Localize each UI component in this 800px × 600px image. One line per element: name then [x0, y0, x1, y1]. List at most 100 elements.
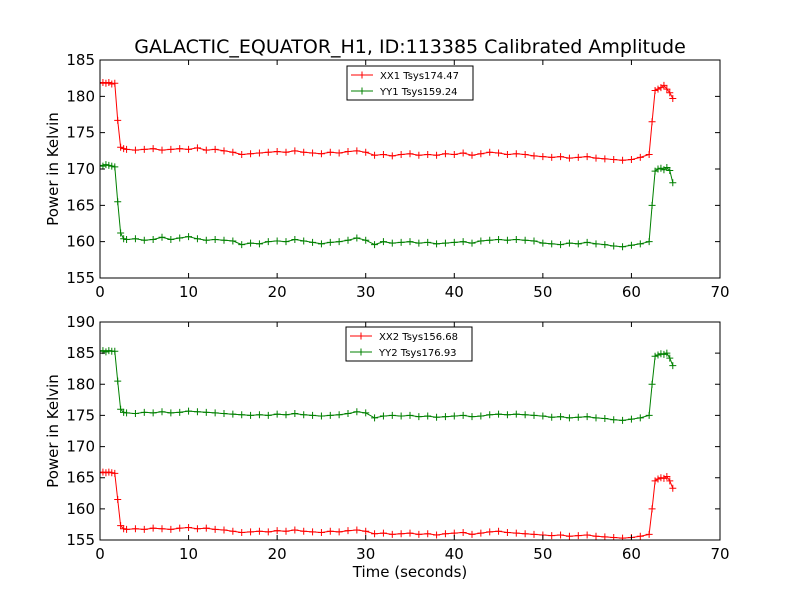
- data-point: [574, 532, 582, 540]
- data-point: [583, 413, 591, 421]
- data-point: [291, 410, 299, 418]
- data-point: [663, 164, 671, 172]
- data-point: [220, 410, 228, 418]
- data-point: [117, 143, 125, 151]
- y-tick-label: 185: [66, 51, 95, 69]
- data-point: [120, 145, 128, 153]
- legend: XX2 Tsys156.68 YY2 Tsys176.93: [345, 326, 473, 362]
- data-point: [344, 527, 352, 535]
- data-point: [229, 527, 237, 535]
- data-point: [108, 80, 116, 88]
- data-point: [636, 532, 644, 540]
- x-tick-label: 40: [445, 283, 464, 301]
- data-point: [530, 152, 538, 160]
- data-point: [102, 469, 110, 477]
- data-point: [100, 161, 104, 169]
- data-point: [530, 237, 538, 245]
- data-point: [654, 475, 662, 483]
- data-point: [406, 150, 414, 158]
- axes-frame: [99, 321, 721, 541]
- data-point: [433, 413, 441, 421]
- y-tick-label: 155: [66, 531, 95, 549]
- series-1: [100, 79, 677, 164]
- data-point: [309, 411, 317, 419]
- data-point: [450, 412, 458, 420]
- data-point: [344, 236, 352, 244]
- data-point: [185, 233, 193, 241]
- data-point: [282, 148, 290, 156]
- data-point: [548, 532, 556, 540]
- data-point: [317, 412, 325, 420]
- data-point: [601, 415, 609, 423]
- data-point: [530, 530, 538, 538]
- y-tick-label: 160: [66, 500, 95, 518]
- data-point: [503, 411, 511, 419]
- data-point: [247, 528, 255, 536]
- data-point: [255, 411, 263, 419]
- data-point: [202, 408, 210, 416]
- data-point: [397, 150, 405, 158]
- data-point: [211, 145, 219, 153]
- data-point: [140, 525, 148, 533]
- data-point: [627, 241, 635, 249]
- x-tick-label: 0: [95, 283, 105, 301]
- data-point: [202, 236, 210, 244]
- legend-label: YY1 Tsys159.24: [379, 87, 458, 98]
- data-point: [619, 243, 627, 251]
- data-point: [202, 146, 210, 154]
- y-tick-label: 170: [66, 160, 95, 178]
- data-point: [592, 532, 600, 540]
- legend-box: [346, 65, 474, 101]
- data-point: [114, 198, 122, 206]
- data-point: [131, 146, 139, 154]
- data-point: [158, 146, 166, 154]
- data-point: [441, 150, 449, 158]
- data-point: [468, 151, 476, 159]
- data-point: [220, 526, 228, 534]
- data-point: [669, 95, 677, 103]
- data-point: [610, 156, 618, 164]
- data-point: [220, 147, 228, 155]
- legend-swatch: [351, 87, 373, 95]
- data-point: [114, 496, 122, 504]
- data-point: [503, 236, 511, 244]
- data-point: [648, 380, 656, 388]
- data-point: [503, 150, 511, 158]
- data-point: [415, 239, 423, 247]
- data-point: [663, 85, 671, 93]
- data-point: [309, 149, 317, 157]
- data-point: [424, 412, 432, 420]
- data-point: [468, 239, 476, 247]
- legend-swatch: [350, 348, 372, 356]
- data-point: [521, 236, 529, 244]
- data-point: [158, 233, 166, 241]
- data-point: [131, 410, 139, 418]
- data-point: [424, 150, 432, 158]
- data-point: [512, 410, 520, 418]
- data-point: [512, 150, 520, 158]
- y-tick-label: 180: [66, 375, 95, 393]
- data-point: [317, 240, 325, 248]
- data-point: [123, 145, 131, 153]
- data-point: [371, 151, 379, 159]
- data-point: [477, 529, 485, 537]
- data-point: [362, 236, 370, 244]
- data-point: [406, 411, 414, 419]
- data-point: [193, 525, 201, 533]
- legend-box: [345, 326, 473, 362]
- data-point: [176, 524, 184, 532]
- data-point: [117, 229, 125, 237]
- data-point: [238, 411, 246, 419]
- data-point: [176, 234, 184, 242]
- data-point: [512, 235, 520, 243]
- legend: XX1 Tsys174.47 YY1 Tsys159.24: [346, 65, 474, 101]
- x-tick-label: 40: [445, 545, 464, 563]
- data-point: [666, 166, 674, 174]
- data-point: [282, 527, 290, 535]
- data-point: [627, 156, 635, 164]
- data-point: [669, 484, 677, 492]
- data-point: [574, 153, 582, 161]
- data-point: [397, 530, 405, 538]
- data-point: [300, 527, 308, 535]
- data-point: [660, 81, 668, 89]
